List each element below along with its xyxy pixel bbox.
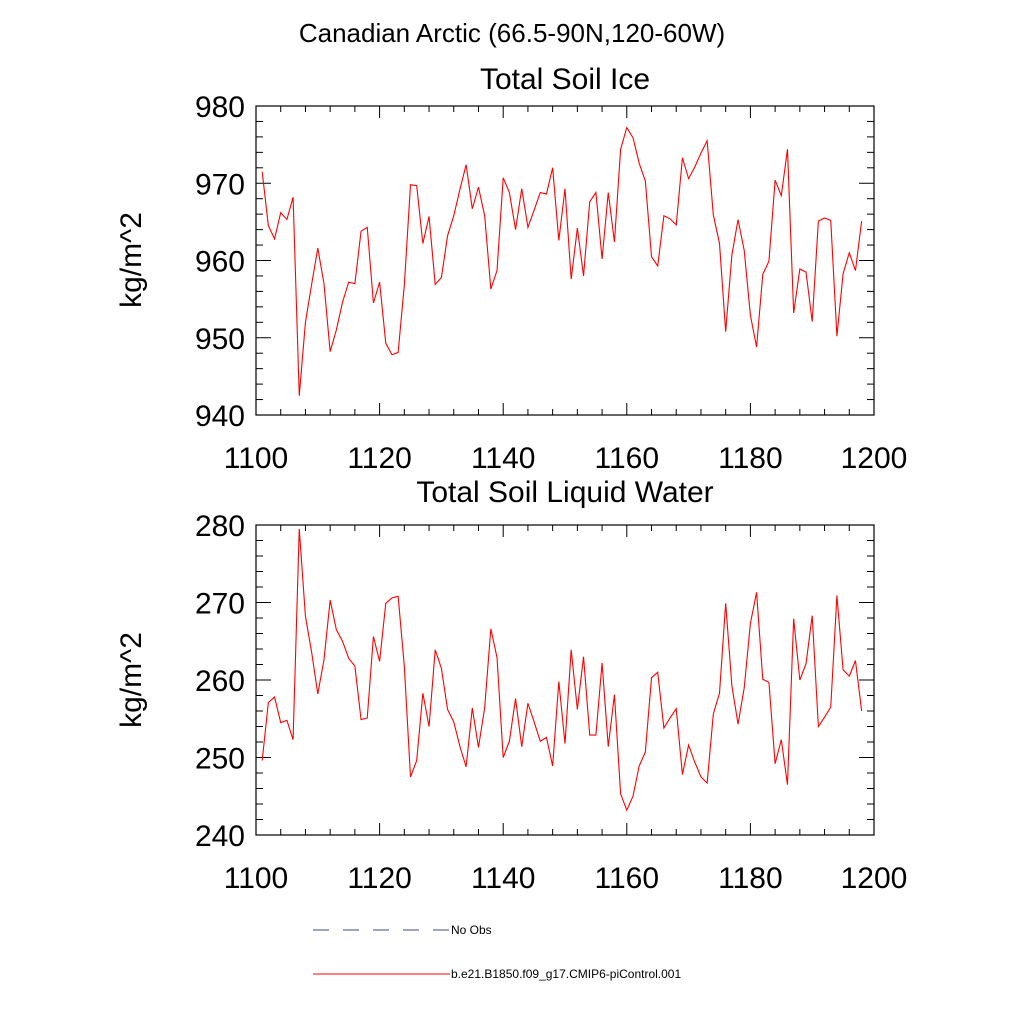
x-tick-label: 1180 [718, 442, 783, 475]
plot-frame [255, 524, 875, 836]
panel-title: Total Soil Ice [480, 63, 650, 96]
x-tick-label: 1120 [347, 442, 412, 475]
y-tick-label: 260 [195, 665, 245, 698]
y-tick-label: 250 [195, 743, 245, 776]
y-tick-label: 950 [195, 323, 245, 356]
x-tick-label: 1120 [347, 862, 412, 895]
x-tick-label: 1160 [595, 442, 660, 475]
y-tick-label: 270 [195, 588, 245, 621]
x-tick-label: 1140 [471, 862, 536, 895]
x-tick-label: 1200 [841, 862, 908, 895]
series-line [261, 126, 863, 396]
y-tick-label: 980 [195, 91, 245, 124]
y-tick-label: 960 [195, 246, 245, 279]
y-tick-label: 240 [195, 820, 245, 853]
panel-total-soil-ice: Total Soil Ice kg/m^2 1100 1120 1140 1160 11… [115, 63, 907, 475]
legend-label-model: b.e21.B1850.f09_g17.CMIP6-piControl.001 [451, 967, 681, 981]
x-tick-label: 1100 [224, 442, 289, 475]
plot-frame [255, 105, 875, 416]
y-axis-label: kg/m^2 [115, 212, 148, 308]
y-tick-label: 280 [195, 510, 245, 543]
x-tick-label: 1180 [718, 862, 783, 895]
y-tick-label: 940 [195, 400, 245, 433]
series-group [261, 528, 863, 812]
axis-ticks: 1100 1120 1140 1160 1180 1200 240 250 260 270 280 [195, 510, 907, 895]
axis-ticks: 1100 1120 1140 1160 1180 1200 940 950 960 970 980 [195, 91, 907, 475]
panel-title: Total Soil Liquid Water [416, 476, 713, 509]
legend: No Obs b.e21.B1850.f09_g17.CMIP6-piContr… [313, 923, 681, 981]
series-line [261, 528, 863, 812]
figure-title: Canadian Arctic (66.5-90N,120-60W) [299, 18, 725, 48]
y-tick-label: 970 [195, 168, 245, 201]
x-tick-label: 1140 [471, 442, 536, 475]
panel-total-soil-liquid-water: Total Soil Liquid Water kg/m^2 1100 1120 1… [115, 476, 907, 895]
legend-label-no-obs: No Obs [451, 923, 492, 937]
x-tick-label: 1160 [595, 862, 660, 895]
series-group [261, 126, 863, 396]
x-tick-label: 1100 [224, 862, 289, 895]
y-axis-label: kg/m^2 [115, 632, 148, 728]
x-tick-label: 1200 [841, 442, 908, 475]
